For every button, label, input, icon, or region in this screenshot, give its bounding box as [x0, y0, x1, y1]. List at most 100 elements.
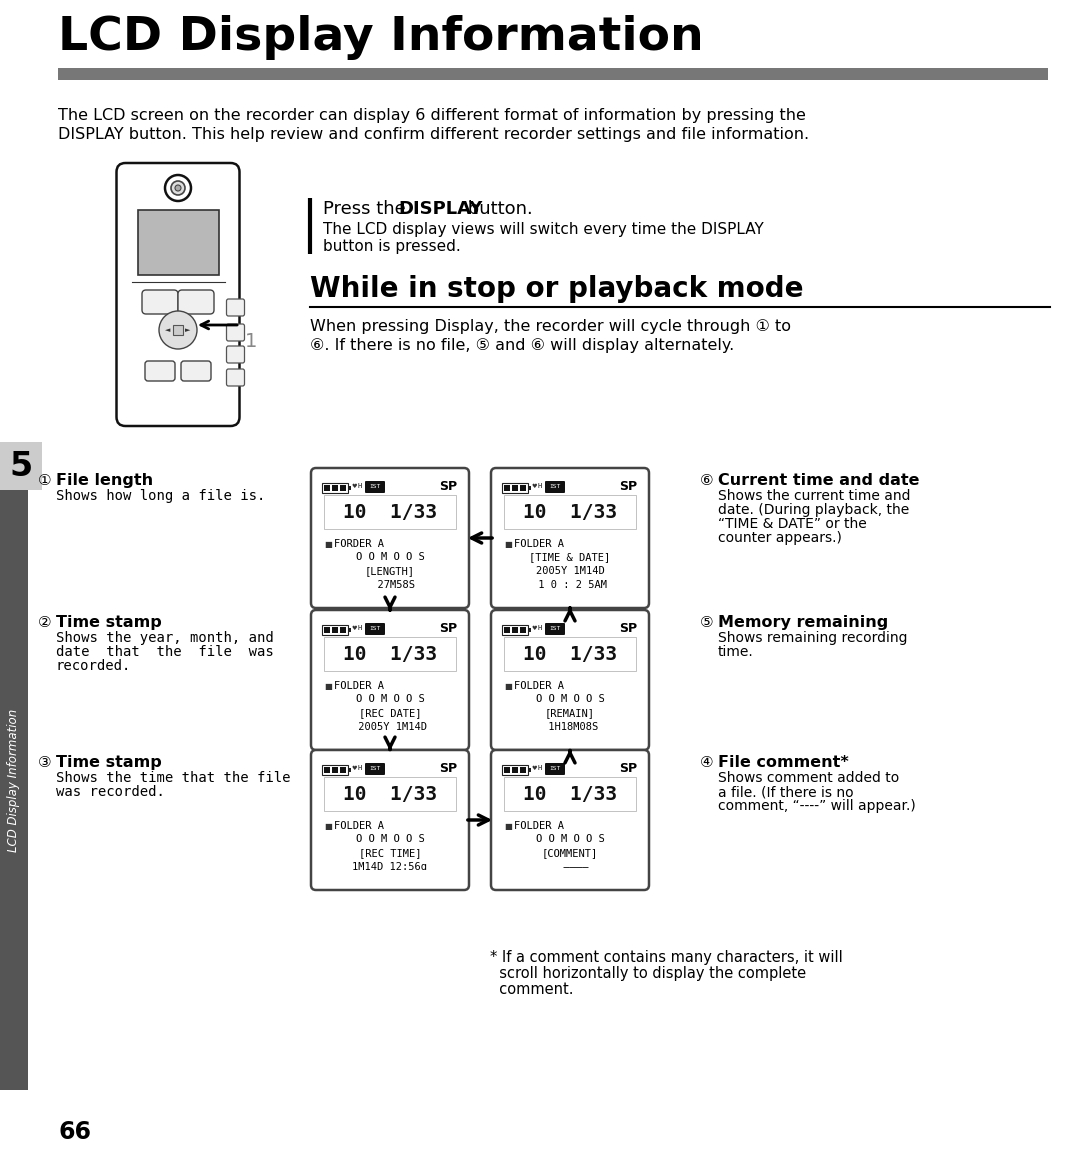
Text: File length: File length: [56, 473, 153, 488]
FancyBboxPatch shape: [365, 763, 384, 775]
Text: H: H: [538, 483, 542, 489]
Text: ⑤: ⑤: [700, 615, 714, 630]
FancyBboxPatch shape: [141, 290, 178, 314]
FancyBboxPatch shape: [311, 610, 469, 750]
Text: ■: ■: [324, 540, 332, 548]
Bar: [322, 625, 348, 635]
Text: button.: button.: [462, 200, 532, 218]
Text: Shows comment added to: Shows comment added to: [718, 771, 900, 785]
Text: SP: SP: [438, 762, 457, 775]
Text: While in stop or playback mode: While in stop or playback mode: [310, 275, 804, 303]
Text: SP: SP: [438, 622, 457, 635]
FancyBboxPatch shape: [227, 346, 244, 363]
FancyBboxPatch shape: [227, 324, 244, 341]
Bar: [324, 637, 456, 670]
Text: IST: IST: [550, 625, 561, 630]
Bar: [322, 765, 348, 775]
Text: comment.: comment.: [490, 981, 573, 996]
Bar: [324, 777, 456, 812]
Text: 10  1/33: 10 1/33: [523, 785, 617, 803]
FancyBboxPatch shape: [365, 481, 384, 492]
Text: ◄: ◄: [165, 327, 171, 333]
Bar: [512, 766, 518, 773]
FancyBboxPatch shape: [491, 610, 649, 750]
Text: FOLDER A: FOLDER A: [514, 821, 564, 831]
Text: 10  1/33: 10 1/33: [343, 503, 437, 521]
Text: LCD Display Information: LCD Display Information: [58, 15, 704, 60]
Text: FOLDER A: FOLDER A: [514, 539, 564, 549]
Text: ⑥. If there is no file, ⑤ and ⑥ will display alternately.: ⑥. If there is no file, ⑤ and ⑥ will dis…: [310, 338, 734, 353]
Text: SP: SP: [619, 762, 637, 775]
Bar: [519, 766, 526, 773]
Text: ■: ■: [504, 682, 512, 690]
Bar: [512, 486, 518, 491]
Text: ■: ■: [324, 682, 332, 690]
Text: Press the: Press the: [323, 200, 411, 218]
Bar: [324, 495, 456, 529]
Text: Shows remaining recording: Shows remaining recording: [718, 631, 907, 645]
FancyBboxPatch shape: [178, 290, 214, 314]
Bar: [332, 766, 338, 773]
Text: O O M O O S: O O M O O S: [355, 553, 424, 562]
Bar: [332, 627, 338, 633]
FancyBboxPatch shape: [365, 623, 384, 635]
Bar: [528, 628, 531, 632]
Text: When pressing Display, the recorder will cycle through ① to: When pressing Display, the recorder will…: [310, 319, 791, 334]
Text: 1M14D 12:56ɑ: 1M14D 12:56ɑ: [352, 862, 428, 872]
Text: DISPLAY button. This help review and confirm different recorder settings and fil: DISPLAY button. This help review and con…: [58, 127, 809, 142]
Text: SP: SP: [619, 622, 637, 635]
Bar: [502, 765, 528, 775]
Text: ■: ■: [504, 822, 512, 830]
Text: H: H: [357, 625, 362, 631]
FancyBboxPatch shape: [311, 468, 469, 608]
Text: ♥: ♥: [531, 765, 537, 771]
Bar: [340, 766, 346, 773]
FancyBboxPatch shape: [491, 750, 649, 890]
Bar: [504, 627, 510, 633]
Text: 27M58S: 27M58S: [365, 580, 415, 590]
Bar: [348, 628, 351, 632]
Text: ⑥: ⑥: [700, 473, 714, 488]
Text: [COMMENT]: [COMMENT]: [542, 849, 598, 858]
FancyBboxPatch shape: [227, 369, 244, 386]
FancyBboxPatch shape: [311, 750, 469, 890]
Text: 10  1/33: 10 1/33: [343, 645, 437, 664]
Text: 10  1/33: 10 1/33: [523, 645, 617, 664]
Text: IST: IST: [550, 765, 561, 771]
FancyBboxPatch shape: [545, 481, 565, 492]
Text: ♥: ♥: [531, 625, 537, 630]
Bar: [502, 625, 528, 635]
Circle shape: [171, 181, 185, 195]
Text: ♥: ♥: [531, 483, 537, 489]
Text: H: H: [357, 483, 362, 489]
Text: ④: ④: [700, 755, 714, 770]
Bar: [332, 486, 338, 491]
Bar: [528, 768, 531, 772]
Text: scroll horizontally to display the complete: scroll horizontally to display the compl…: [490, 966, 806, 981]
Text: ■: ■: [324, 822, 332, 830]
Bar: [348, 486, 351, 490]
Text: [REC DATE]: [REC DATE]: [359, 707, 421, 718]
Text: 1H18M08S: 1H18M08S: [542, 722, 598, 732]
Text: ③: ③: [38, 755, 52, 770]
Text: 10  1/33: 10 1/33: [343, 785, 437, 803]
Text: date  that  the  file  was: date that the file was: [56, 645, 273, 659]
Text: IST: IST: [369, 483, 380, 489]
Bar: [340, 627, 346, 633]
FancyBboxPatch shape: [181, 361, 211, 381]
FancyBboxPatch shape: [145, 361, 175, 381]
Text: was recorded.: was recorded.: [56, 785, 165, 799]
Circle shape: [175, 185, 181, 191]
Text: ♥: ♥: [351, 483, 356, 489]
Bar: [324, 627, 330, 633]
Text: DISPLAY: DISPLAY: [399, 200, 483, 218]
Text: Shows how long a file is.: Shows how long a file is.: [56, 489, 266, 503]
Bar: [519, 627, 526, 633]
Bar: [502, 483, 528, 492]
Text: IST: IST: [369, 625, 380, 630]
Text: 5: 5: [10, 450, 32, 482]
Text: H: H: [357, 765, 362, 771]
Text: 2005Y 1M14D: 2005Y 1M14D: [352, 722, 428, 732]
Text: SP: SP: [438, 480, 457, 492]
Text: ②: ②: [38, 615, 52, 630]
